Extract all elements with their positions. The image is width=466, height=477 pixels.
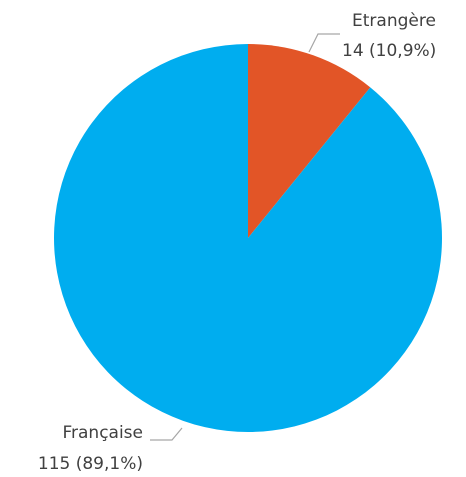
pie-slice [53, 44, 442, 432]
data-label: 14 (10,9%) [342, 41, 436, 61]
category-label: Etrangère [352, 11, 436, 31]
leader-line [308, 33, 340, 53]
category-label: Française [62, 423, 143, 443]
data-label: 115 (89,1%) [38, 454, 143, 474]
leader-line [150, 427, 183, 441]
pie-slice [248, 44, 371, 238]
